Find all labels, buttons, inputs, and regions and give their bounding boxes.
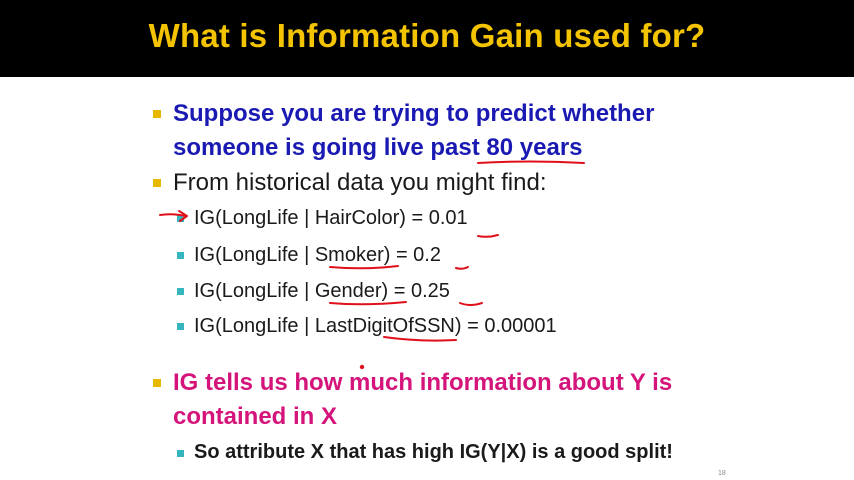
sub-item-gender: IG(LongLife | Gender) = 0.25 (194, 280, 450, 302)
title-bar: What is Information Gain used for? (0, 0, 854, 77)
bullet2-text: From historical data you might find: (173, 169, 547, 196)
page-number: 18 (718, 470, 726, 477)
bullet-marker (153, 179, 161, 187)
sub-bullet-marker (177, 323, 184, 330)
slide-title: What is Information Gain used for? (148, 16, 706, 54)
bullet-marker (153, 110, 161, 118)
bullet-marker (153, 379, 161, 387)
sub-item-conclusion: So attribute X that has high IG(Y|X) is … (194, 441, 673, 463)
sub-item-smoker: IG(LongLife | Smoker) = 0.2 (194, 244, 441, 266)
bullet1-line2: someone is going live past 80 years (173, 134, 583, 161)
sub-bullet-marker (177, 215, 184, 222)
sub-item-ssn: IG(LongLife | LastDigitOfSSN) = 0.00001 (194, 315, 557, 337)
bullet3-line2: contained in X (173, 403, 338, 430)
sub-bullet-marker (177, 450, 184, 457)
bullet3-line1: IG tells us how much information about Y… (173, 369, 673, 396)
bullet1-line1: Suppose you are trying to predict whethe… (173, 100, 655, 127)
sub-bullet-marker (177, 288, 184, 295)
sub-bullet-marker (177, 252, 184, 259)
sub-item-haircolor: IG(LongLife | HairColor) = 0.01 (194, 207, 468, 229)
